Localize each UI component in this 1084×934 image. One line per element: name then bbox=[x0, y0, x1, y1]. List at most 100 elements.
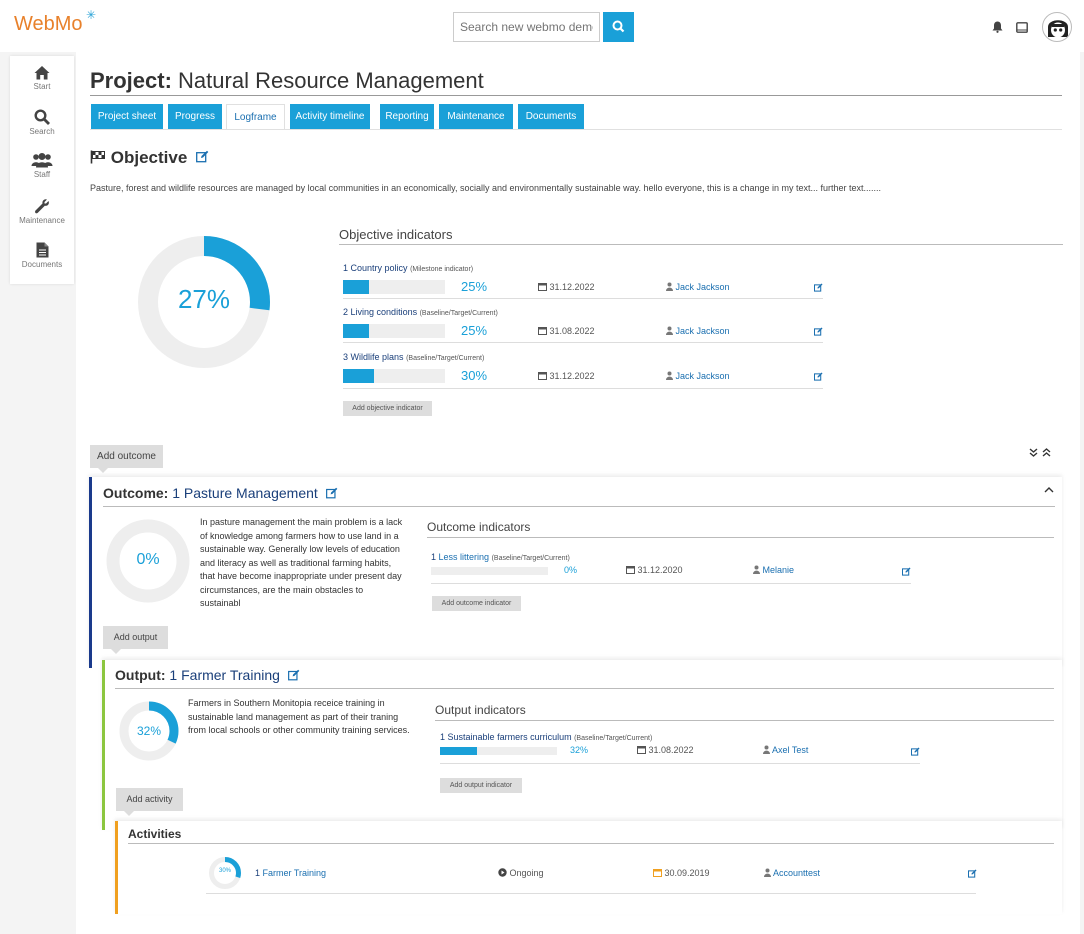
activities-section: Activities 30% 1 Farmer Training Ongoing… bbox=[115, 821, 1062, 914]
bell-icon[interactable] bbox=[992, 21, 1003, 33]
indicator-number: 2 bbox=[343, 307, 349, 317]
indicator-number: 1 bbox=[440, 732, 446, 742]
outcome-progress-ring bbox=[106, 519, 190, 603]
add-activity-button[interactable]: Add activity bbox=[116, 788, 183, 816]
indicator-number: 1 bbox=[431, 552, 437, 562]
tab-reporting[interactable]: Reporting bbox=[380, 104, 434, 129]
add-outcome-indicator-button[interactable]: Add outcome indicator bbox=[432, 596, 521, 611]
flag-icon bbox=[90, 150, 105, 164]
top-bar: WebMo ✳ bbox=[0, 0, 1084, 52]
indicator-kind: (Baseline/Target/Current) bbox=[419, 310, 498, 317]
activity-person[interactable]: Accounttest bbox=[764, 868, 820, 878]
activities-heading: Activities bbox=[128, 827, 1054, 844]
indicator-person[interactable]: Melanie bbox=[753, 565, 794, 575]
activity-name: 1 Farmer Training bbox=[255, 868, 326, 878]
indicator-link[interactable]: Wildlife plans bbox=[350, 352, 404, 362]
edit-icon[interactable] bbox=[968, 869, 977, 878]
indicator-link[interactable]: Less littering bbox=[438, 552, 490, 562]
calendar-icon bbox=[538, 327, 547, 335]
output-heading: Output: 1 Farmer Training bbox=[115, 667, 1054, 689]
indicator-date-value: 31.12.2020 bbox=[637, 565, 683, 575]
indicator-number: 3 bbox=[343, 352, 349, 362]
add-output-button[interactable]: Add output bbox=[103, 626, 168, 654]
indicator-progress-fill bbox=[440, 747, 478, 755]
indicator-date: 31.08.2022 bbox=[538, 326, 595, 336]
indicator-progress-bar bbox=[343, 280, 445, 294]
sidebar-item-start[interactable]: Start bbox=[10, 65, 74, 91]
collapse-all-icon[interactable] bbox=[1029, 448, 1053, 458]
tab-project-sheet[interactable]: Project sheet bbox=[91, 104, 163, 129]
edit-icon[interactable] bbox=[814, 372, 823, 381]
indicator-date-value: 31.08.2022 bbox=[549, 326, 595, 336]
add-outcome-button[interactable]: Add outcome bbox=[90, 445, 163, 473]
indicator-date: 31.12.2020 bbox=[626, 565, 683, 575]
button-tail bbox=[111, 649, 121, 654]
ring-fill bbox=[138, 236, 270, 368]
user-avatar[interactable] bbox=[1042, 12, 1072, 42]
tab-progress[interactable]: Progress bbox=[168, 104, 222, 129]
edit-icon[interactable] bbox=[325, 487, 338, 499]
outcome-description: In pasture management the main problem i… bbox=[200, 517, 403, 608]
activity-divider bbox=[206, 893, 976, 894]
search-icon bbox=[34, 109, 50, 125]
search-input[interactable] bbox=[453, 12, 600, 42]
indicator-name: 1 Less littering (Baseline/Target/Curren… bbox=[431, 552, 570, 562]
indicator-person[interactable]: Jack Jackson bbox=[666, 371, 730, 381]
sidebar-item-staff[interactable]: Staff bbox=[10, 152, 74, 179]
tab-activity-timeline[interactable]: Activity timeline bbox=[290, 104, 370, 129]
indicator-link[interactable]: Country policy bbox=[350, 263, 408, 273]
ring-fill bbox=[209, 857, 241, 889]
output-description: Farmers in Southern Monitopia receice tr… bbox=[188, 698, 410, 735]
output-progress-label: 32% bbox=[136, 724, 162, 738]
indicator-link[interactable]: Living conditions bbox=[350, 307, 418, 317]
edit-icon[interactable] bbox=[814, 327, 823, 336]
tab-maintenance[interactable]: Maintenance bbox=[439, 104, 513, 129]
indicator-date: 31.12.2022 bbox=[538, 282, 595, 292]
outcome-section: Outcome: 1 Pasture Management 0% In past… bbox=[89, 477, 1062, 668]
edit-icon[interactable] bbox=[902, 567, 911, 576]
app-logo[interactable]: WebMo ✳ bbox=[14, 8, 96, 36]
indicator-date-value: 31.12.2022 bbox=[549, 371, 595, 381]
edit-icon[interactable] bbox=[814, 283, 823, 292]
indicator-person-name: Axel Test bbox=[772, 745, 809, 755]
indicator-person-name: Jack Jackson bbox=[675, 282, 730, 292]
edit-icon[interactable] bbox=[911, 747, 920, 756]
activity-link[interactable]: Farmer Training bbox=[262, 868, 327, 878]
tab-logframe[interactable]: Logframe bbox=[226, 104, 285, 129]
ring-track bbox=[106, 519, 190, 603]
tablet-icon[interactable] bbox=[1016, 22, 1028, 33]
add-activity-label: Add activity bbox=[126, 794, 173, 804]
indicator-link[interactable]: Sustainable farmers curriculum bbox=[447, 732, 572, 742]
edit-icon[interactable] bbox=[287, 669, 300, 681]
chevron-up-icon[interactable] bbox=[1044, 486, 1054, 493]
add-objective-indicator-button[interactable]: Add objective indicator bbox=[343, 401, 432, 416]
indicator-progress-bar bbox=[343, 324, 445, 338]
indicator-person-name: Jack Jackson bbox=[675, 371, 730, 381]
calendar-icon bbox=[653, 869, 662, 877]
indicator-person[interactable]: Axel Test bbox=[763, 745, 808, 755]
add-output-indicator-button[interactable]: Add output indicator bbox=[440, 778, 522, 793]
activity-row: 30% 1 Farmer Training Ongoing 30.09.2019… bbox=[206, 856, 977, 894]
calendar-icon bbox=[538, 283, 547, 291]
objective-title: Objective bbox=[110, 148, 188, 167]
activity-status-value: Ongoing bbox=[509, 868, 544, 878]
indicator-kind: (Baseline/Target/Current) bbox=[491, 555, 570, 562]
ring-fill bbox=[119, 701, 179, 761]
indicator-percent: 30% bbox=[461, 368, 488, 383]
avatar-image-icon bbox=[1048, 20, 1068, 38]
indicator-kind: (Baseline/Target/Current) bbox=[406, 355, 485, 362]
project-name: Natural Resource Management bbox=[178, 68, 484, 93]
search-button[interactable] bbox=[603, 12, 634, 42]
indicator-person[interactable]: Jack Jackson bbox=[666, 326, 730, 336]
sidebar-item-documents[interactable]: Documents bbox=[10, 242, 74, 269]
logo-star-icon: ✳ bbox=[86, 8, 97, 22]
indicator-divider bbox=[440, 763, 920, 764]
edit-icon[interactable] bbox=[196, 150, 209, 163]
calendar-icon bbox=[538, 372, 547, 380]
indicator-person[interactable]: Jack Jackson bbox=[666, 282, 730, 292]
sidebar-item-search[interactable]: Search bbox=[10, 109, 74, 136]
sidebar-item-maintenance[interactable]: Maintenance bbox=[10, 198, 74, 225]
indicator-date-value: 31.12.2022 bbox=[549, 282, 595, 292]
tab-documents[interactable]: Documents bbox=[518, 104, 584, 129]
indicator-progress-bar bbox=[440, 747, 557, 755]
